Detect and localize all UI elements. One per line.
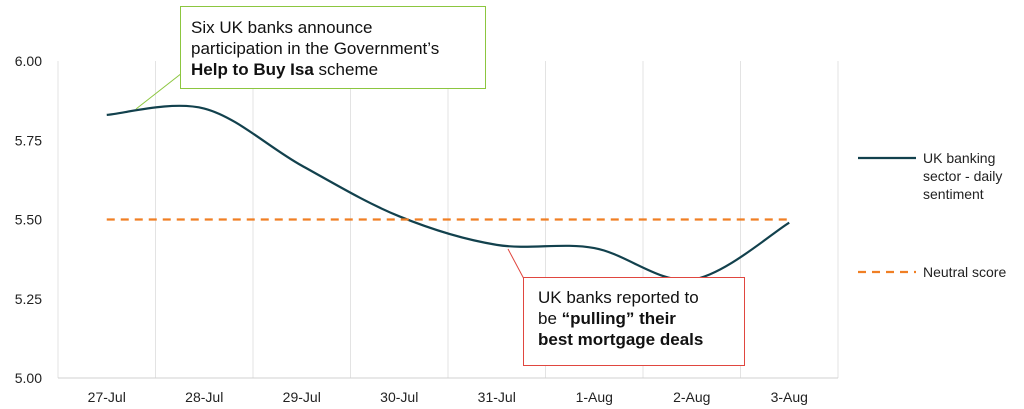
x-tick-label: 31-Jul (478, 389, 516, 405)
annotation-bottom-line3: best mortgage deals (538, 329, 730, 350)
leader-line-top (135, 72, 183, 110)
annotation-top-bold: Help to Buy Isa (191, 60, 314, 79)
legend-label: UK banking (923, 150, 995, 166)
leader-layer (135, 72, 525, 280)
annotation-top-line2: participation in the Government’s (191, 39, 440, 58)
annotation-top-line1: Six UK banks announce (191, 18, 373, 37)
x-tick-label: 3-Aug (771, 389, 808, 405)
annotation-bottom-prefix: be (538, 309, 562, 328)
x-tick-label: 29-Jul (283, 389, 321, 405)
y-tick-label: 5.50 (15, 212, 42, 228)
x-tick-label: 27-Jul (88, 389, 126, 405)
annotation-bottom-bold: “pulling” their (561, 309, 676, 328)
annotation-mortgage-deals: UK banks reported to be “pulling” their … (523, 277, 745, 366)
y-tick-label: 6.00 (15, 53, 42, 69)
x-tick-label: 1-Aug (576, 389, 613, 405)
x-tick-label: 30-Jul (380, 389, 418, 405)
x-tick-label: 28-Jul (185, 389, 223, 405)
annotation-top-after: scheme (313, 60, 379, 79)
y-tick-label: 5.00 (15, 370, 42, 386)
legend: UK banking sector - daily sentiment Neutral… (858, 150, 1006, 280)
y-tick-label: 5.25 (15, 291, 42, 307)
leader-line-bottom (507, 248, 525, 280)
annotation-top-line3: Help to Buy Isa scheme (191, 59, 475, 80)
y-tick-label: 5.75 (15, 132, 42, 148)
axis-layer: 5.00 5.25 5.50 5.75 6.00 27-Jul 28-Jul 29-Jul 30… (15, 53, 838, 405)
annotation-bottom-line2: be “pulling” their (538, 308, 730, 329)
annotation-help-to-buy: Six UK banks announce participation in t… (180, 6, 486, 89)
x-tick-label: 2-Aug (673, 389, 710, 405)
annotation-bottom-line1: UK banks reported to (538, 288, 699, 307)
legend-label: sector - daily (923, 168, 1002, 184)
legend-label: sentiment (923, 186, 984, 202)
legend-label: Neutral score (923, 264, 1006, 280)
annotation-bottom-bold-2: best mortgage deals (538, 330, 704, 349)
